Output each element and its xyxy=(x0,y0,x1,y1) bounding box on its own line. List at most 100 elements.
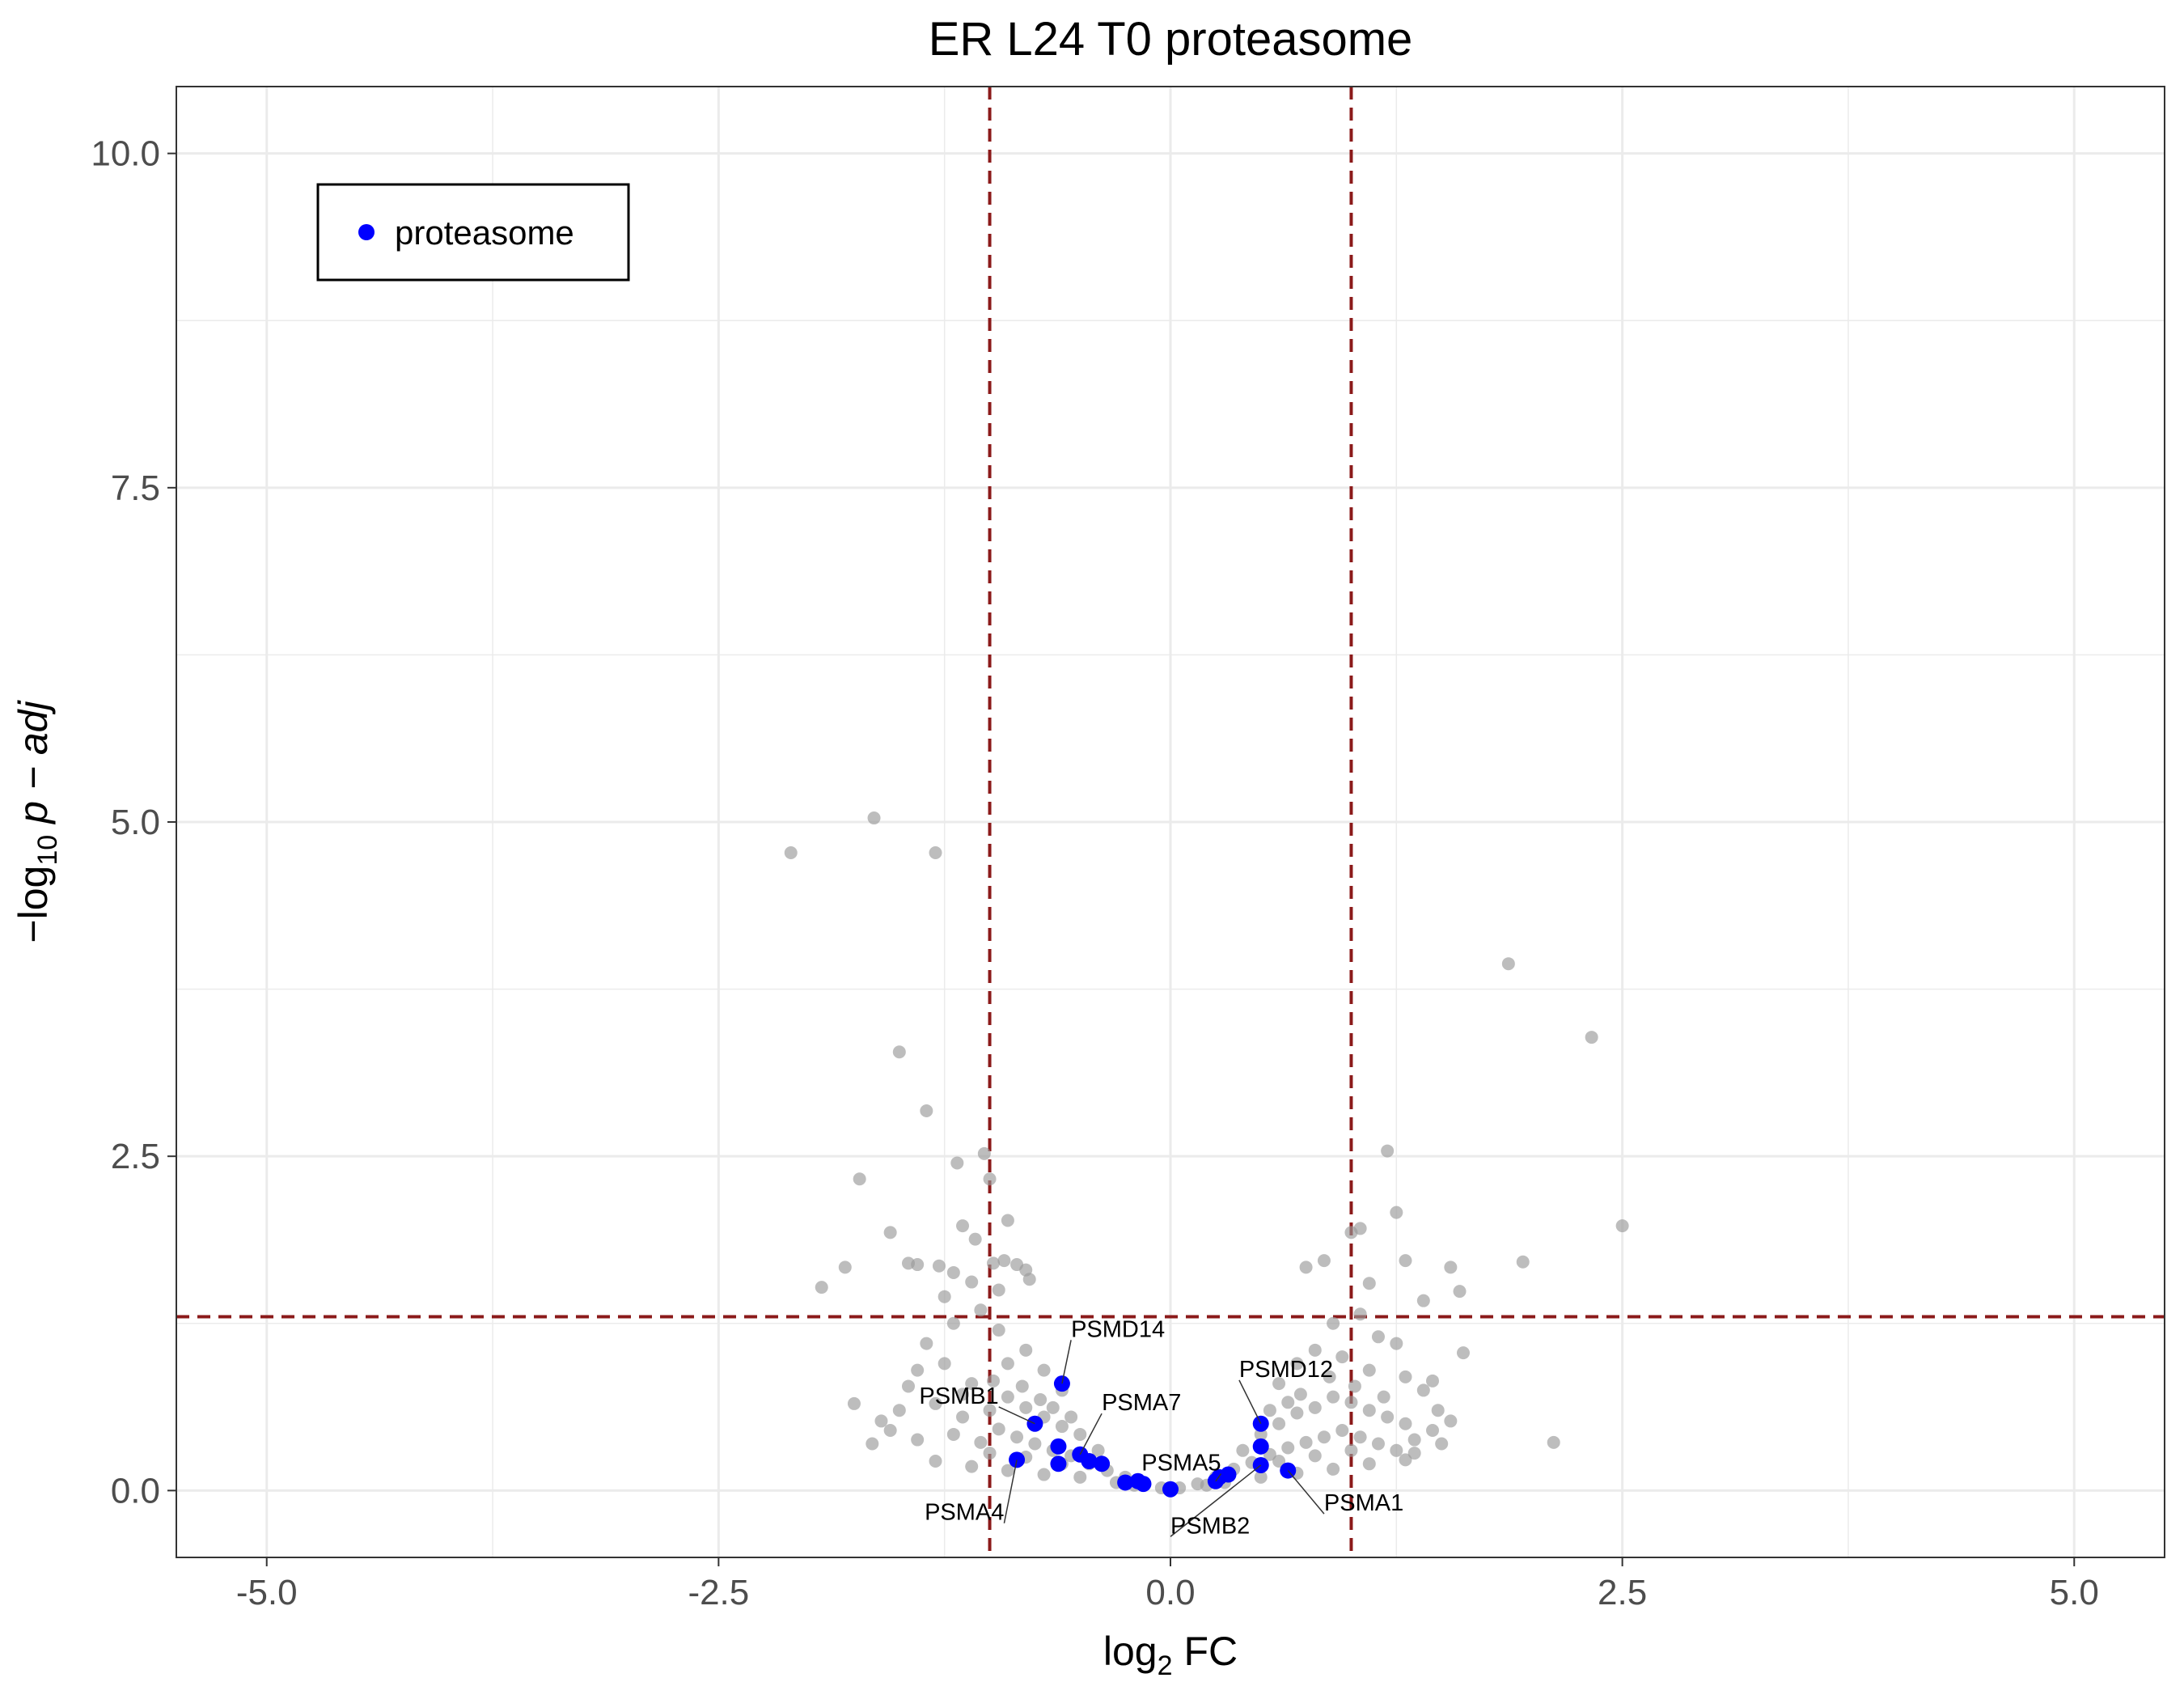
gene-labels: PSMD14 PSMB1 PSMA7 PSMA4 PSMD12 PSMA5 PSMB2 PSM… xyxy=(919,1316,1403,1539)
background-point xyxy=(992,1324,1005,1337)
background-point xyxy=(1299,1260,1313,1274)
background-point xyxy=(1290,1406,1304,1420)
proteasome-point xyxy=(1252,1438,1269,1455)
x-tick-label: 2.5 xyxy=(1598,1573,1647,1612)
grid-lines xyxy=(176,87,2165,1557)
background-point xyxy=(867,811,881,825)
background-point xyxy=(1399,1453,1412,1467)
label-connector xyxy=(1215,1473,1222,1482)
background-point xyxy=(1022,1273,1036,1286)
background-point xyxy=(1034,1392,1048,1406)
background-point xyxy=(1547,1435,1560,1449)
proteasome-point xyxy=(1094,1455,1111,1472)
proteasome-point xyxy=(1081,1453,1098,1470)
background-point xyxy=(1416,1383,1430,1397)
background-point xyxy=(1046,1400,1060,1414)
background-point xyxy=(874,1414,888,1428)
y-tick-label: 7.5 xyxy=(111,468,160,508)
gene-label: PSMA5 xyxy=(1141,1451,1221,1477)
background-point xyxy=(1353,1307,1367,1321)
background-point xyxy=(1323,1370,1336,1383)
background-point xyxy=(1377,1390,1390,1404)
background-point xyxy=(1407,1447,1421,1460)
background-point xyxy=(938,1290,951,1303)
background-point xyxy=(1028,1437,1042,1451)
background-point xyxy=(1272,1377,1286,1391)
background-point xyxy=(1362,1363,1376,1377)
threshold-lines xyxy=(176,87,2165,1557)
background-point xyxy=(866,1437,879,1451)
background-point xyxy=(965,1275,979,1289)
background-point xyxy=(1426,1423,1440,1437)
background-point xyxy=(987,1256,1001,1270)
background-point xyxy=(983,1172,997,1186)
label-connector xyxy=(1079,1413,1103,1455)
background-point xyxy=(1299,1435,1313,1449)
background-point xyxy=(929,846,942,860)
background-point xyxy=(1272,1455,1286,1468)
background-point xyxy=(1431,1404,1445,1417)
background-point xyxy=(1516,1255,1530,1269)
background-point xyxy=(911,1258,925,1272)
background-point xyxy=(1327,1462,1340,1476)
proteasome-point xyxy=(1220,1466,1237,1483)
background-point xyxy=(1073,1427,1087,1441)
background-point xyxy=(1399,1370,1412,1383)
background-point xyxy=(911,1363,925,1377)
background-point xyxy=(1453,1285,1467,1299)
legend-label-proteasome: proteasome xyxy=(395,214,574,252)
background-point xyxy=(1390,1337,1403,1350)
y-axis-title: −log10 p − adj xyxy=(11,700,63,943)
background-point xyxy=(920,1337,933,1350)
proteasome-point xyxy=(1117,1474,1134,1491)
background-point xyxy=(1055,1420,1069,1434)
background-point xyxy=(1308,1449,1322,1463)
legend-key-proteasome xyxy=(358,224,375,240)
x-axis-title-subscript: 2 xyxy=(1158,1650,1173,1681)
background-point xyxy=(1399,1254,1412,1268)
background-point xyxy=(1001,1390,1014,1404)
background-point xyxy=(853,1172,866,1186)
y-tick-label: 5.0 xyxy=(111,803,160,842)
label-connector xyxy=(1061,1340,1072,1384)
background-point xyxy=(784,846,798,860)
background-point xyxy=(1073,1470,1087,1484)
proteasome-point xyxy=(1050,1438,1067,1455)
background-point xyxy=(1001,1214,1014,1227)
y-axis-title-subscript: 10 xyxy=(32,835,63,866)
background-point xyxy=(1501,957,1515,971)
label-connector xyxy=(1170,1464,1262,1537)
proteasome-point xyxy=(1135,1476,1152,1493)
gene-label: PSMB1 xyxy=(919,1383,998,1409)
background-point xyxy=(1381,1410,1395,1424)
proteasome-point xyxy=(1162,1481,1179,1498)
background-point xyxy=(1091,1443,1105,1457)
background-point xyxy=(1344,1226,1358,1239)
background-point xyxy=(1371,1437,1385,1451)
background-point xyxy=(1254,1470,1268,1484)
legend: proteasome xyxy=(316,183,630,282)
x-axis-title-rest: FC xyxy=(1173,1629,1238,1674)
background-point xyxy=(950,1156,964,1170)
background-point xyxy=(1064,1410,1078,1424)
background-point xyxy=(1344,1396,1358,1409)
background-point xyxy=(1371,1330,1385,1344)
background-point xyxy=(1015,1379,1029,1393)
background-point xyxy=(974,1303,988,1317)
x-tick-label: -5.0 xyxy=(236,1573,298,1612)
label-connector xyxy=(998,1406,1035,1425)
background-point xyxy=(1426,1374,1440,1388)
background-point xyxy=(1456,1346,1470,1360)
background-point xyxy=(1585,1031,1598,1044)
gene-label: PSMD12 xyxy=(1239,1357,1333,1383)
background-point xyxy=(1407,1433,1421,1447)
gene-label: PSMA7 xyxy=(1102,1390,1181,1416)
background-point xyxy=(992,1422,1005,1436)
background-point xyxy=(983,1404,997,1417)
background-point xyxy=(1263,1404,1276,1417)
background-point xyxy=(932,1259,946,1273)
background-point xyxy=(920,1104,933,1117)
scatter-points xyxy=(784,811,1629,1498)
background-point xyxy=(956,1219,970,1233)
background-point xyxy=(901,1379,915,1393)
